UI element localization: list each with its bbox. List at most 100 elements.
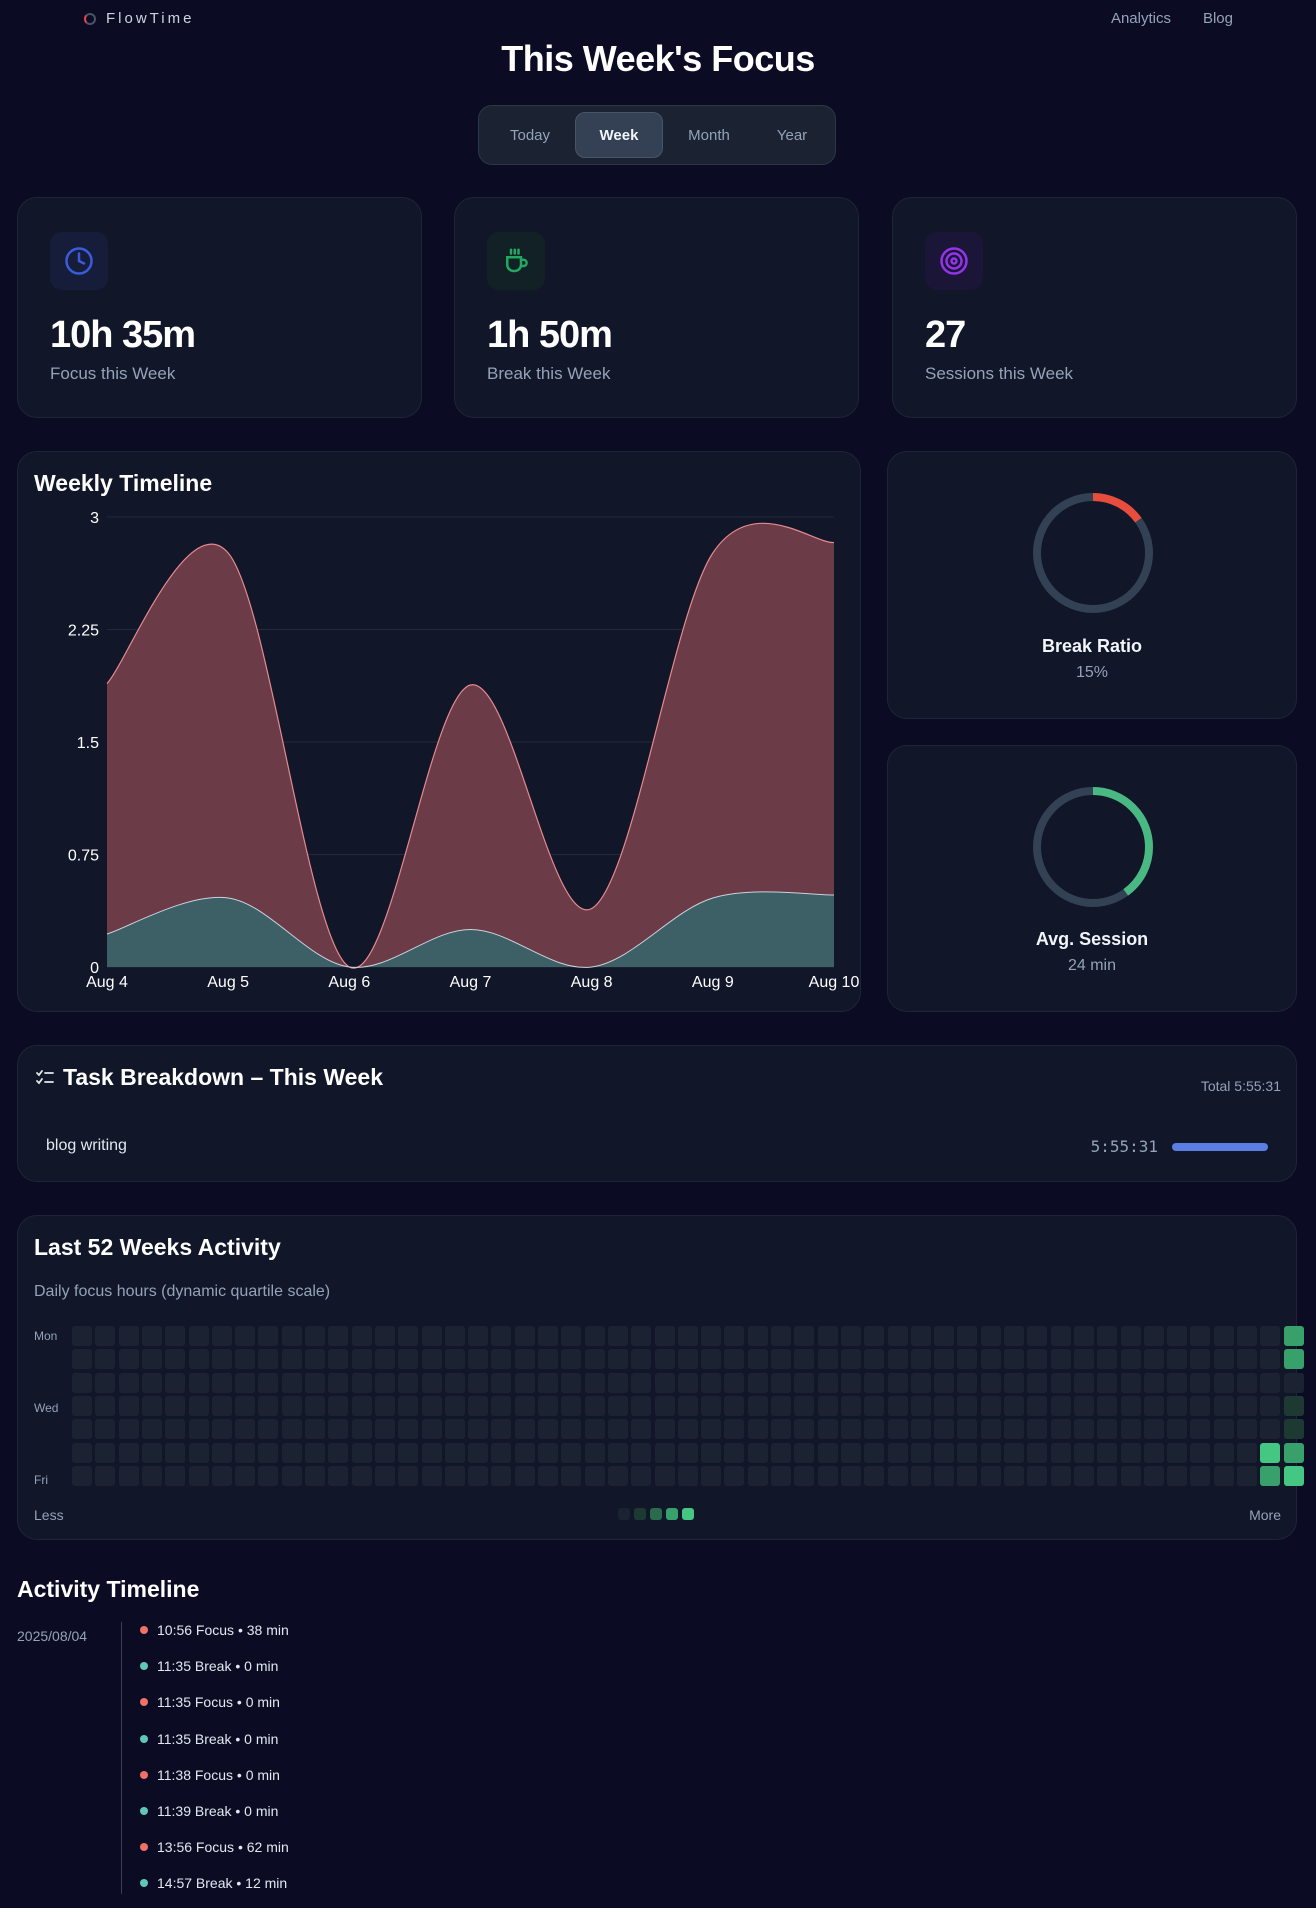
heatmap-cell[interactable] [747, 1419, 768, 1440]
heatmap-cell[interactable] [1213, 1372, 1234, 1393]
heatmap-cell[interactable] [771, 1349, 791, 1370]
heatmap-cell[interactable] [281, 1349, 302, 1370]
heatmap-cell[interactable] [374, 1419, 395, 1440]
heatmap-cell[interactable] [840, 1465, 861, 1486]
heatmap-cell[interactable] [771, 1395, 791, 1416]
heatmap-cell[interactable] [1283, 1442, 1304, 1463]
heatmap-cell[interactable] [118, 1372, 139, 1393]
heatmap-cell[interactable] [468, 1395, 489, 1416]
heatmap-cell[interactable] [631, 1326, 652, 1346]
heatmap-cell[interactable] [561, 1372, 582, 1393]
heatmap-cell[interactable] [1237, 1349, 1257, 1370]
heatmap-cell[interactable] [258, 1465, 279, 1486]
heatmap-cell[interactable] [538, 1372, 558, 1393]
heatmap-cell[interactable] [1260, 1419, 1281, 1440]
heatmap-cell[interactable] [398, 1442, 419, 1463]
heatmap-cell[interactable] [1190, 1442, 1211, 1463]
heatmap-cell[interactable] [887, 1465, 908, 1486]
heatmap-cell[interactable] [118, 1395, 139, 1416]
heatmap-cell[interactable] [398, 1465, 419, 1486]
heatmap-cell[interactable] [1167, 1419, 1188, 1440]
heatmap-cell[interactable] [1097, 1372, 1118, 1393]
heatmap-cell[interactable] [281, 1372, 302, 1393]
heatmap-cell[interactable] [934, 1372, 955, 1393]
heatmap-cell[interactable] [118, 1419, 139, 1440]
heatmap-cell[interactable] [491, 1395, 512, 1416]
heatmap-cell[interactable] [1143, 1419, 1164, 1440]
heatmap-cell[interactable] [1027, 1395, 1048, 1416]
heatmap-cell[interactable] [305, 1419, 325, 1440]
heatmap-cell[interactable] [1143, 1326, 1164, 1346]
heatmap-cell[interactable] [118, 1465, 139, 1486]
heatmap-cell[interactable] [561, 1419, 582, 1440]
heatmap-cell[interactable] [934, 1419, 955, 1440]
heatmap-cell[interactable] [188, 1419, 209, 1440]
heatmap-cell[interactable] [258, 1349, 279, 1370]
heatmap-cell[interactable] [887, 1326, 908, 1346]
heatmap-cell[interactable] [1004, 1349, 1024, 1370]
heatmap-cell[interactable] [724, 1326, 745, 1346]
heatmap-cell[interactable] [817, 1442, 838, 1463]
heatmap-cell[interactable] [771, 1326, 791, 1346]
heatmap-cell[interactable] [235, 1349, 256, 1370]
heatmap-cell[interactable] [72, 1465, 92, 1486]
heatmap-cell[interactable] [258, 1326, 279, 1346]
heatmap-cell[interactable] [141, 1372, 162, 1393]
heatmap-cell[interactable] [468, 1465, 489, 1486]
heatmap-cell[interactable] [1120, 1419, 1141, 1440]
period-week[interactable]: Week [575, 112, 663, 158]
heatmap-cell[interactable] [864, 1372, 885, 1393]
heatmap-cell[interactable] [1260, 1442, 1281, 1463]
heatmap-cell[interactable] [910, 1349, 931, 1370]
heatmap-cell[interactable] [910, 1395, 931, 1416]
heatmap-cell[interactable] [235, 1395, 256, 1416]
heatmap-cell[interactable] [538, 1442, 558, 1463]
heatmap-cell[interactable] [654, 1442, 675, 1463]
heatmap-cell[interactable] [910, 1372, 931, 1393]
heatmap-cell[interactable] [794, 1326, 815, 1346]
heatmap-cell[interactable] [677, 1395, 698, 1416]
heatmap-cell[interactable] [1073, 1419, 1094, 1440]
heatmap-cell[interactable] [910, 1419, 931, 1440]
heatmap-cell[interactable] [305, 1442, 325, 1463]
heatmap-cell[interactable] [235, 1465, 256, 1486]
heatmap-cell[interactable] [328, 1395, 349, 1416]
heatmap-cell[interactable] [468, 1326, 489, 1346]
heatmap-cell[interactable] [1073, 1372, 1094, 1393]
heatmap-cell[interactable] [980, 1465, 1001, 1486]
heatmap-cell[interactable] [817, 1395, 838, 1416]
heatmap-cell[interactable] [1213, 1419, 1234, 1440]
heatmap-cell[interactable] [584, 1349, 605, 1370]
heatmap-cell[interactable] [1097, 1442, 1118, 1463]
heatmap-cell[interactable] [980, 1395, 1001, 1416]
heatmap-cell[interactable] [235, 1419, 256, 1440]
heatmap-cell[interactable] [421, 1372, 442, 1393]
heatmap-cell[interactable] [910, 1465, 931, 1486]
heatmap-cell[interactable] [1167, 1395, 1188, 1416]
brand[interactable]: FlowTime [84, 10, 194, 27]
heatmap-cell[interactable] [1097, 1326, 1118, 1346]
heatmap-cell[interactable] [1167, 1349, 1188, 1370]
heatmap-cell[interactable] [374, 1326, 395, 1346]
heatmap-cell[interactable] [1283, 1326, 1304, 1346]
heatmap-cell[interactable] [910, 1442, 931, 1463]
heatmap-cell[interactable] [1050, 1326, 1071, 1346]
heatmap-cell[interactable] [374, 1395, 395, 1416]
heatmap-cell[interactable] [1050, 1349, 1071, 1370]
heatmap-cell[interactable] [980, 1326, 1001, 1346]
heatmap-cell[interactable] [328, 1419, 349, 1440]
heatmap-cell[interactable] [351, 1349, 372, 1370]
heatmap-cell[interactable] [887, 1372, 908, 1393]
heatmap-cell[interactable] [887, 1395, 908, 1416]
heatmap-cell[interactable] [328, 1349, 349, 1370]
heatmap-cell[interactable] [864, 1326, 885, 1346]
heatmap-cell[interactable] [538, 1395, 558, 1416]
heatmap-cell[interactable] [1260, 1395, 1281, 1416]
heatmap-cell[interactable] [514, 1349, 535, 1370]
heatmap-cell[interactable] [631, 1442, 652, 1463]
heatmap-cell[interactable] [141, 1349, 162, 1370]
heatmap-cell[interactable] [584, 1442, 605, 1463]
heatmap-cell[interactable] [491, 1419, 512, 1440]
heatmap-cell[interactable] [211, 1442, 232, 1463]
heatmap-cell[interactable] [328, 1326, 349, 1346]
